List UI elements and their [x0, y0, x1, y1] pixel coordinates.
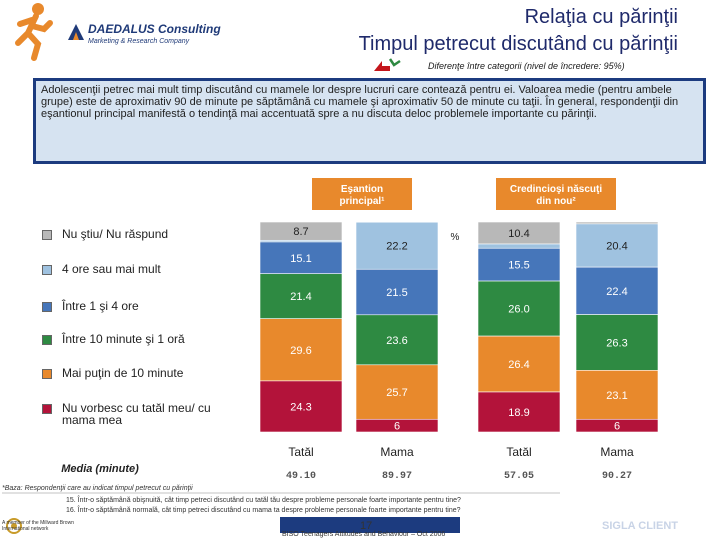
bar-value-label: 15.1: [290, 253, 311, 265]
media-label: Media (minute): [61, 463, 139, 475]
page-number: 17: [360, 520, 373, 532]
bar-segment: [259, 380, 343, 433]
logo-name: DAEDALUS Consulting: [88, 22, 221, 36]
category-label: Tatăl: [288, 445, 313, 459]
bar-segment: [259, 273, 343, 319]
difference-marker-icon: [374, 58, 401, 71]
bar-segment: [355, 364, 439, 420]
bar-value-label: 25.7: [386, 387, 407, 399]
bar-value-label: 15.5: [508, 260, 529, 272]
page-title: Relaţia cu părinţii: [524, 6, 678, 28]
group-label-line: principal¹: [339, 196, 385, 207]
legend-label: Nu vorbesc cu tatăl meu/ cu mama mea: [62, 401, 211, 427]
legend-label: Nu ştiu/ Nu răspund: [62, 227, 169, 241]
study-name: BISO Teenagers Attitudes and Behaviour –…: [282, 531, 446, 538]
media-value: 57.05: [504, 471, 534, 482]
page-number-band: [280, 517, 460, 533]
bar-segment: [575, 314, 659, 371]
network-member-note: A member of the Millward Brown Internati…: [2, 520, 74, 532]
bar-value-label: 6: [614, 421, 620, 433]
legend-label: Între 10 minute şi 1 oră: [62, 332, 185, 346]
bar-value-label: 26.3: [606, 337, 627, 349]
bar-value-label: 20.4: [606, 241, 627, 253]
bar-value-label: 23.1: [606, 390, 627, 402]
legend-swatch: [42, 404, 52, 414]
bar-segment: [477, 391, 561, 433]
bar-value-label: 8.7: [293, 226, 308, 238]
media-value: 49.10: [286, 471, 316, 482]
bar-segment: [477, 247, 561, 282]
client-logo-placeholder: SIGLA CLIENT: [602, 520, 678, 532]
bar-value-label: 22.4: [606, 286, 627, 298]
bar-segment: [477, 280, 561, 337]
bar-value-label: 23.6: [386, 335, 407, 347]
bar-value-label: 10.4: [508, 228, 529, 240]
question-16: 16. Într-o săptămână normală, cât timp p…: [66, 507, 461, 514]
bar-value-label: 26.4: [508, 359, 529, 371]
category-label: Mama: [600, 445, 634, 459]
bar-value-label: 24.3: [290, 401, 311, 413]
category-label: Mama: [380, 445, 414, 459]
group-label-box: [496, 178, 616, 210]
runner-figure-icon: [15, 3, 53, 61]
bar-segment: [575, 370, 659, 420]
legend-swatch: [42, 302, 52, 312]
unit-label: %: [451, 232, 460, 243]
difference-note: Diferenţe între categorii (nivel de încr…: [428, 61, 625, 71]
legend-label: Între 1 şi 4 ore: [62, 299, 139, 313]
bar-value-label: 21.5: [386, 287, 407, 299]
legend-label: 4 ore sau mai mult: [62, 262, 161, 276]
legend-swatch: [42, 265, 52, 275]
bar-value-label: 6: [394, 421, 400, 433]
page-subtitle: Timpul petrecut discutând cu părinţii: [358, 33, 678, 55]
legend-swatch: [42, 369, 52, 379]
question-15: 15. Într-o săptămână obişnuită, cât timp…: [66, 497, 461, 504]
bar-value-label: 29.6: [290, 345, 311, 357]
legend-label: Mai puţin de 10 minute: [62, 366, 184, 380]
logo-tagline: Marketing & Research Company: [88, 38, 190, 45]
legend-swatch: [42, 335, 52, 345]
bar-segment: [575, 223, 659, 268]
company-logo: DAEDALUS Consulting Marketing & Research…: [66, 20, 236, 60]
bar-segment: [575, 418, 659, 433]
bar-segment: [355, 418, 439, 433]
group-label-box: [312, 178, 412, 210]
media-value: 90.27: [602, 471, 632, 482]
media-value: 89.97: [382, 471, 412, 482]
bar-segment: [259, 318, 343, 382]
legend-swatch: [42, 230, 52, 240]
bar-value-label: 18.9: [508, 407, 529, 419]
bar-value-label: 22.2: [386, 241, 407, 253]
summary-box: Adolescenţii petrec mai mult timp discut…: [33, 78, 706, 164]
base-note: *Baza: Respondenţii care au indicat timp…: [2, 485, 193, 492]
bar-segment: [477, 335, 561, 393]
group-label-line: Credincioşi născuţi: [510, 184, 602, 195]
network-logo-icon: [6, 518, 22, 534]
summary-text: Adolescenţii petrec mai mult timp discut…: [41, 84, 679, 120]
bar-segment: [355, 268, 439, 316]
group-label-line: Eşantion: [341, 184, 383, 195]
bar-value-label: 26.0: [508, 304, 529, 316]
bar-segment: [355, 221, 439, 270]
bar-value-label: 21.4: [290, 291, 311, 303]
bar-segment: [355, 314, 439, 366]
category-label: Tatăl: [506, 445, 531, 459]
group-label-line: din nou²: [536, 196, 576, 207]
logo-mark-icon: [68, 24, 84, 40]
